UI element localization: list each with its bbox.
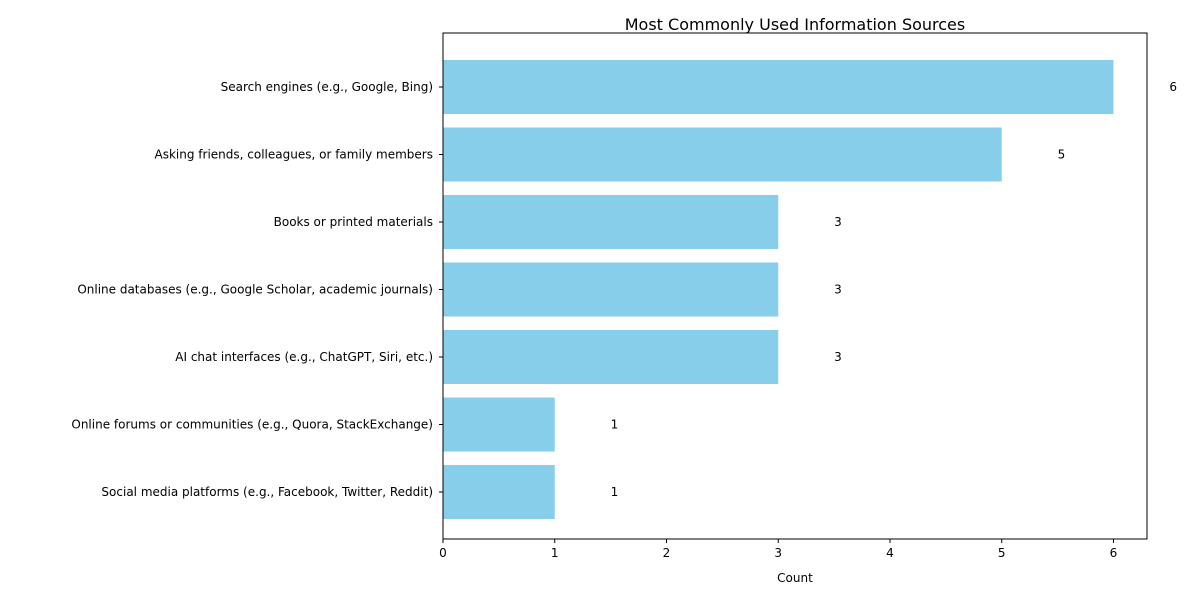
chart-title: Most Commonly Used Information Sources [625,15,965,34]
data-label: 3 [834,283,842,297]
x-tick-label: 3 [774,546,782,560]
bar [443,60,1114,114]
bar [443,397,555,452]
y-tick-label: Social media platforms (e.g., Facebook, … [101,485,433,499]
bar [443,195,779,249]
x-axis-label: Count [777,571,813,585]
data-label: 5 [1058,148,1066,162]
data-label: 6 [1169,80,1177,94]
plot-frame [442,32,1148,540]
data-label: 3 [834,350,842,364]
data-label: 1 [611,418,619,432]
bar [443,127,1002,182]
y-tick-label: Search engines (e.g., Google, Bing) [221,80,433,94]
bar [443,330,779,384]
y-tick-label: Online forums or communities (e.g., Quor… [71,418,433,432]
x-tick-label: 2 [663,546,671,560]
bar [443,465,555,519]
data-label: 3 [834,215,842,229]
x-tick-label: 1 [551,546,559,560]
y-tick-label: Online databases (e.g., Google Scholar, … [77,283,433,297]
x-tick-label: 5 [998,546,1006,560]
x-tick-label: 0 [439,546,447,560]
x-tick-label: 6 [1110,546,1118,560]
y-tick-label: Asking friends, colleagues, or family me… [155,148,433,162]
y-tick-label: Books or printed materials [274,215,433,229]
x-tick-label: 4 [886,546,894,560]
bar [443,262,779,317]
y-tick-label: AI chat interfaces (e.g., ChatGPT, Siri,… [175,350,433,364]
data-label: 1 [611,485,619,499]
